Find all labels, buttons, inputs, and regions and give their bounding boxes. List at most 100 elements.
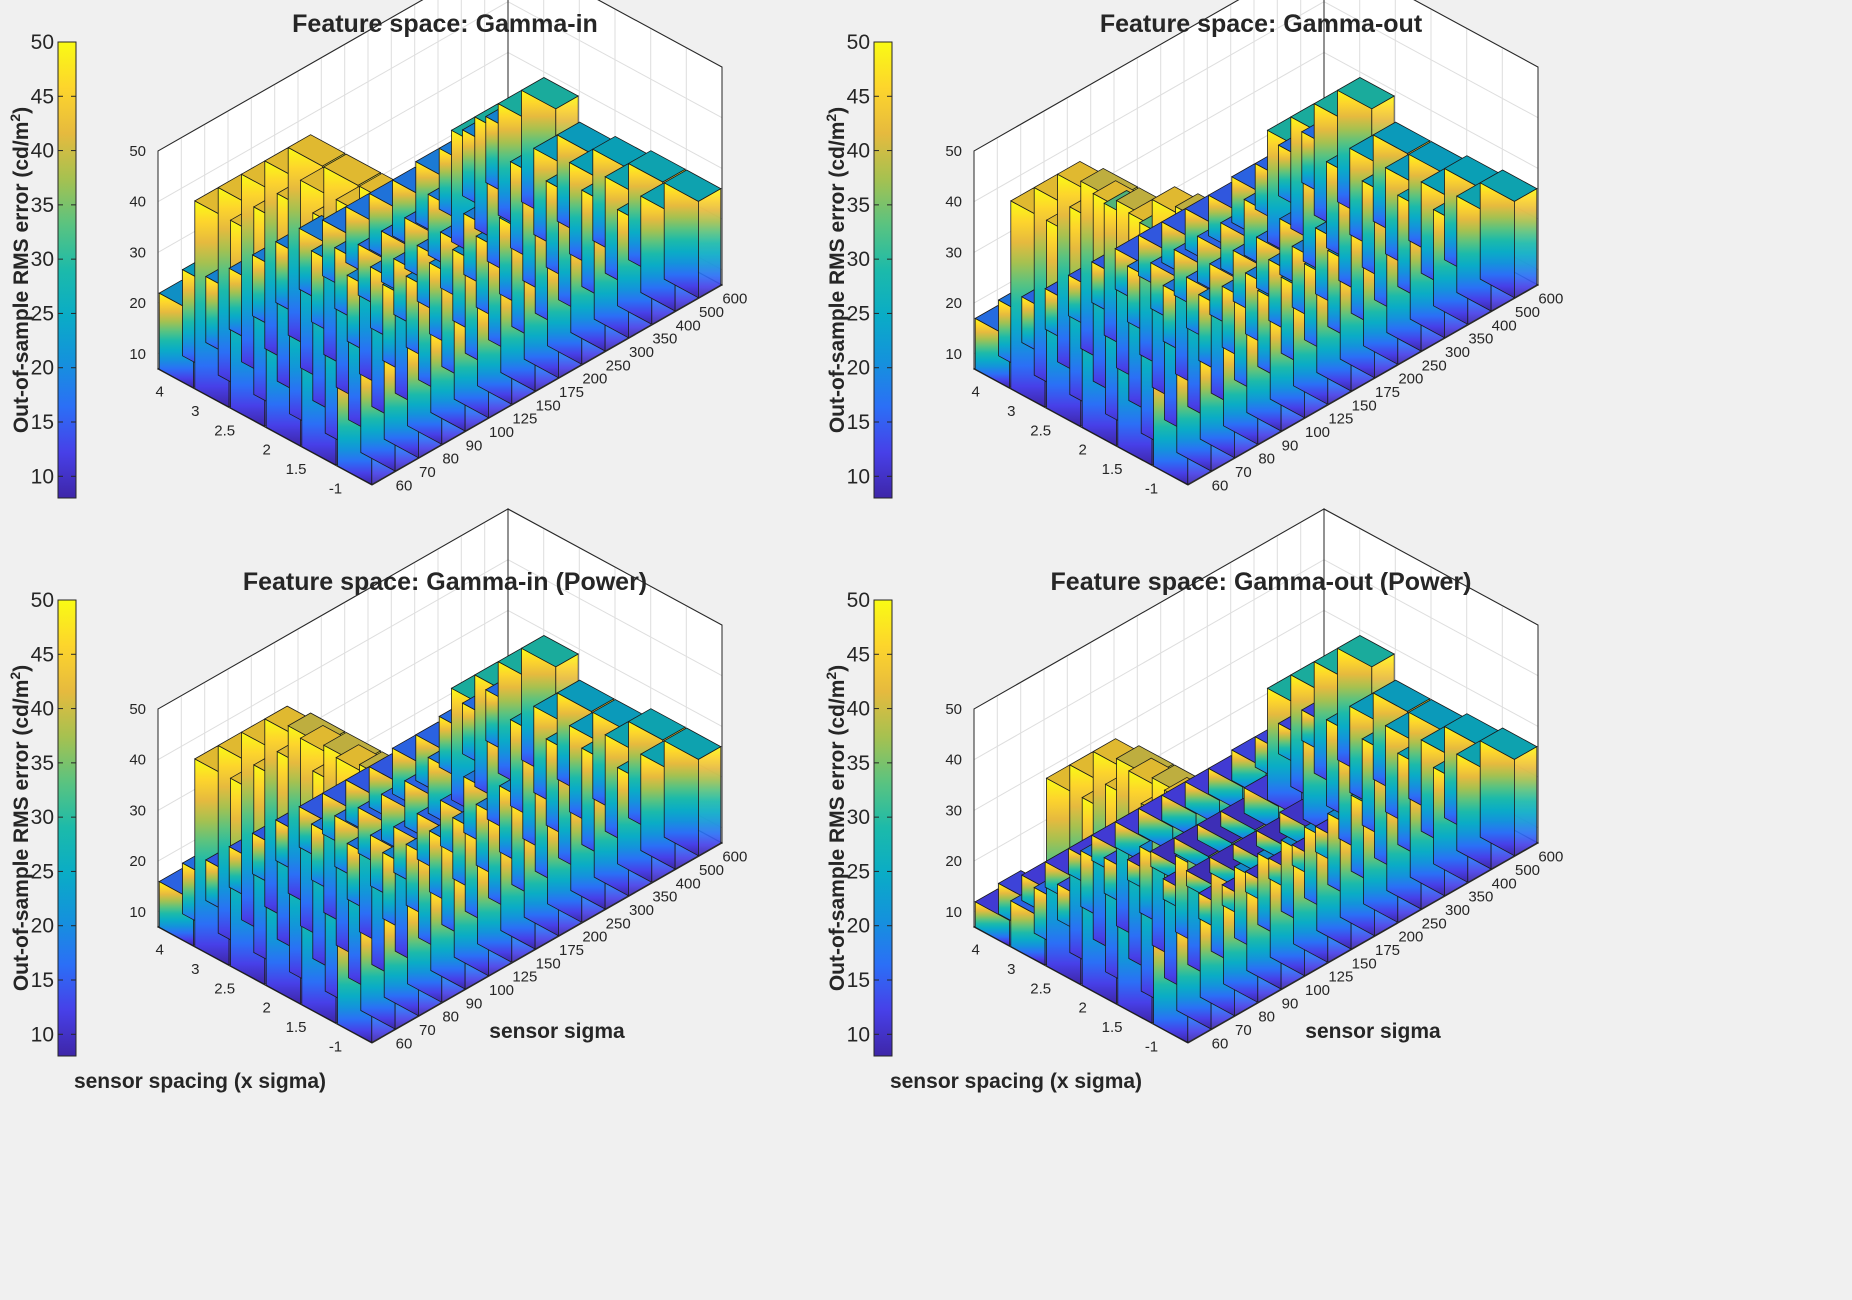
y-tick-label: 90	[466, 437, 483, 454]
x-tick-label: -1	[329, 1038, 342, 1055]
z-tick-label: 20	[945, 853, 962, 870]
colorbar-tick-label: 20	[847, 357, 870, 380]
x-tick-label: 1.5	[286, 461, 307, 478]
bar-face-top	[627, 150, 687, 183]
colorbar-tick-label: 35	[847, 752, 870, 775]
z-tick-label: 50	[129, 143, 146, 160]
y-tick-label: 70	[419, 464, 436, 481]
chart-title: Feature space: Gamma-in (Power)	[243, 568, 647, 596]
y-tick-label: 600	[1538, 291, 1563, 308]
colorbar-tick-label: 10	[847, 1023, 870, 1046]
y-tick-label: 400	[676, 317, 701, 334]
y-tick-label: 125	[512, 969, 537, 986]
colorbar: 10 15 20 25 30 35 40 45 50 Out-of-sample RMS erro…	[7, 31, 77, 499]
bar	[663, 169, 722, 299]
y-tick-label: 175	[559, 384, 584, 401]
y-tick-label: 70	[419, 1022, 436, 1039]
y-tick-label: 600	[722, 849, 747, 866]
x-tick-label: 2.5	[214, 980, 235, 997]
bar-face-side	[1514, 187, 1538, 299]
x-tick-label: 3	[1007, 961, 1015, 978]
bar-face-top	[556, 679, 615, 712]
colorbar-tick-label: 40	[31, 140, 54, 163]
y-tick-label: 250	[1422, 915, 1447, 932]
y-tick-label: 90	[1282, 437, 1299, 454]
y-tick-label: 300	[1445, 344, 1470, 361]
y-tick-label: 400	[676, 875, 701, 892]
x-tick-label: 2.5	[1030, 980, 1051, 997]
x-tick-label: 4	[971, 942, 979, 959]
z-tick-label: 50	[945, 143, 962, 160]
chart-panel: 10 20 30 40 50 -1 1.5 2 2.5 3 4 60 70 80 90 10012515017…	[823, 508, 1563, 1093]
z-tick-label: 10	[945, 904, 962, 921]
colorbar: 10 15 20 25 30 35 40 45 50 Out-of-sample RMS erro…	[823, 31, 893, 499]
bar-face-top	[1372, 121, 1431, 154]
y-tick-label: 90	[466, 995, 483, 1012]
z-tick-label: 50	[129, 701, 146, 718]
y-tick-label: 60	[1212, 1035, 1229, 1052]
colorbar-gradient	[57, 599, 77, 1057]
y-tick-label: 300	[629, 344, 654, 361]
bar-face-front	[663, 182, 699, 299]
colorbar-tick-label: 30	[31, 806, 54, 829]
y-tick-label: 60	[396, 477, 413, 494]
x-tick-label: -1	[1145, 1038, 1158, 1055]
colorbar-tick-label: 15	[31, 411, 54, 434]
colorbar-tick-label: 10	[847, 465, 870, 488]
y-tick-label: 175	[1375, 942, 1400, 959]
y-tick-label: 150	[1352, 397, 1377, 414]
x-axis-label: sensor spacing (x sigma)	[890, 1070, 1142, 1093]
bar-face-top	[1336, 635, 1396, 668]
colorbar-tick-label: 25	[847, 860, 870, 883]
bar-face-top	[520, 77, 580, 110]
colorbar-tick-label: 50	[847, 31, 870, 54]
y-tick-label: 200	[582, 929, 607, 946]
chart-title: Feature space: Gamma-in	[292, 10, 598, 38]
chart-panel: 10 20 30 40 50 -1 1.5 2 2.5 3 4 60 70 80 90 10012515017…	[7, 0, 747, 499]
y-tick-label: 150	[536, 397, 561, 414]
colorbar-tick-label: 10	[31, 1023, 54, 1046]
x-tick-label: 4	[971, 384, 979, 401]
y-tick-label: 250	[606, 915, 631, 932]
y-tick-label: 100	[1305, 424, 1330, 441]
bars	[158, 77, 722, 485]
colorbar-tick-label: 10	[31, 465, 54, 488]
y-tick-label: 60	[396, 1035, 413, 1052]
x-tick-label: 1.5	[1102, 461, 1123, 478]
z-tick-label: 30	[129, 244, 146, 261]
x-tick-label: 1.5	[1102, 1019, 1123, 1036]
y-tick-label: 70	[1235, 1022, 1252, 1039]
y-tick-label: 80	[1258, 1009, 1275, 1026]
z-tick-label: 20	[129, 295, 146, 312]
bar-face-front	[663, 740, 699, 857]
z-tick-label: 40	[945, 194, 962, 211]
colorbar-label: Out-of-sample RMS error (cd/m2)	[7, 665, 33, 991]
bar-face-top	[1336, 77, 1396, 110]
y-tick-label: 175	[559, 942, 584, 959]
y-tick-label: 300	[1445, 902, 1470, 919]
y-tick-label: 500	[699, 862, 724, 879]
y-tick-label: 100	[489, 982, 514, 999]
y-tick-label: 90	[1282, 995, 1299, 1012]
z-tick-label: 40	[129, 194, 146, 211]
z-tick-label: 40	[945, 752, 962, 769]
colorbar: 10 15 20 25 30 35 40 45 50 Out-of-sample RMS erro…	[7, 589, 77, 1057]
x-tick-label: 2	[262, 442, 270, 459]
z-tick-label: 20	[945, 295, 962, 312]
bar-face-top	[1372, 679, 1431, 712]
x-tick-label: 2	[1078, 1000, 1086, 1017]
x-tick-label: -1	[329, 480, 342, 497]
y-tick-label: 600	[1538, 849, 1563, 866]
y-tick-label: 350	[1468, 331, 1493, 348]
bar-face-top	[627, 708, 687, 741]
z-tick-label: 10	[129, 904, 146, 921]
colorbar-tick-label: 50	[31, 589, 54, 612]
bar-face-side	[1514, 745, 1538, 857]
bar-face-top	[322, 153, 382, 186]
y-tick-label: 400	[1492, 875, 1517, 892]
y-tick-label: 350	[652, 331, 677, 348]
colorbar-tick-label: 20	[847, 915, 870, 938]
x-tick-label: 3	[1007, 403, 1015, 420]
colorbar-gradient	[873, 41, 893, 499]
bar-face-top	[520, 635, 580, 668]
